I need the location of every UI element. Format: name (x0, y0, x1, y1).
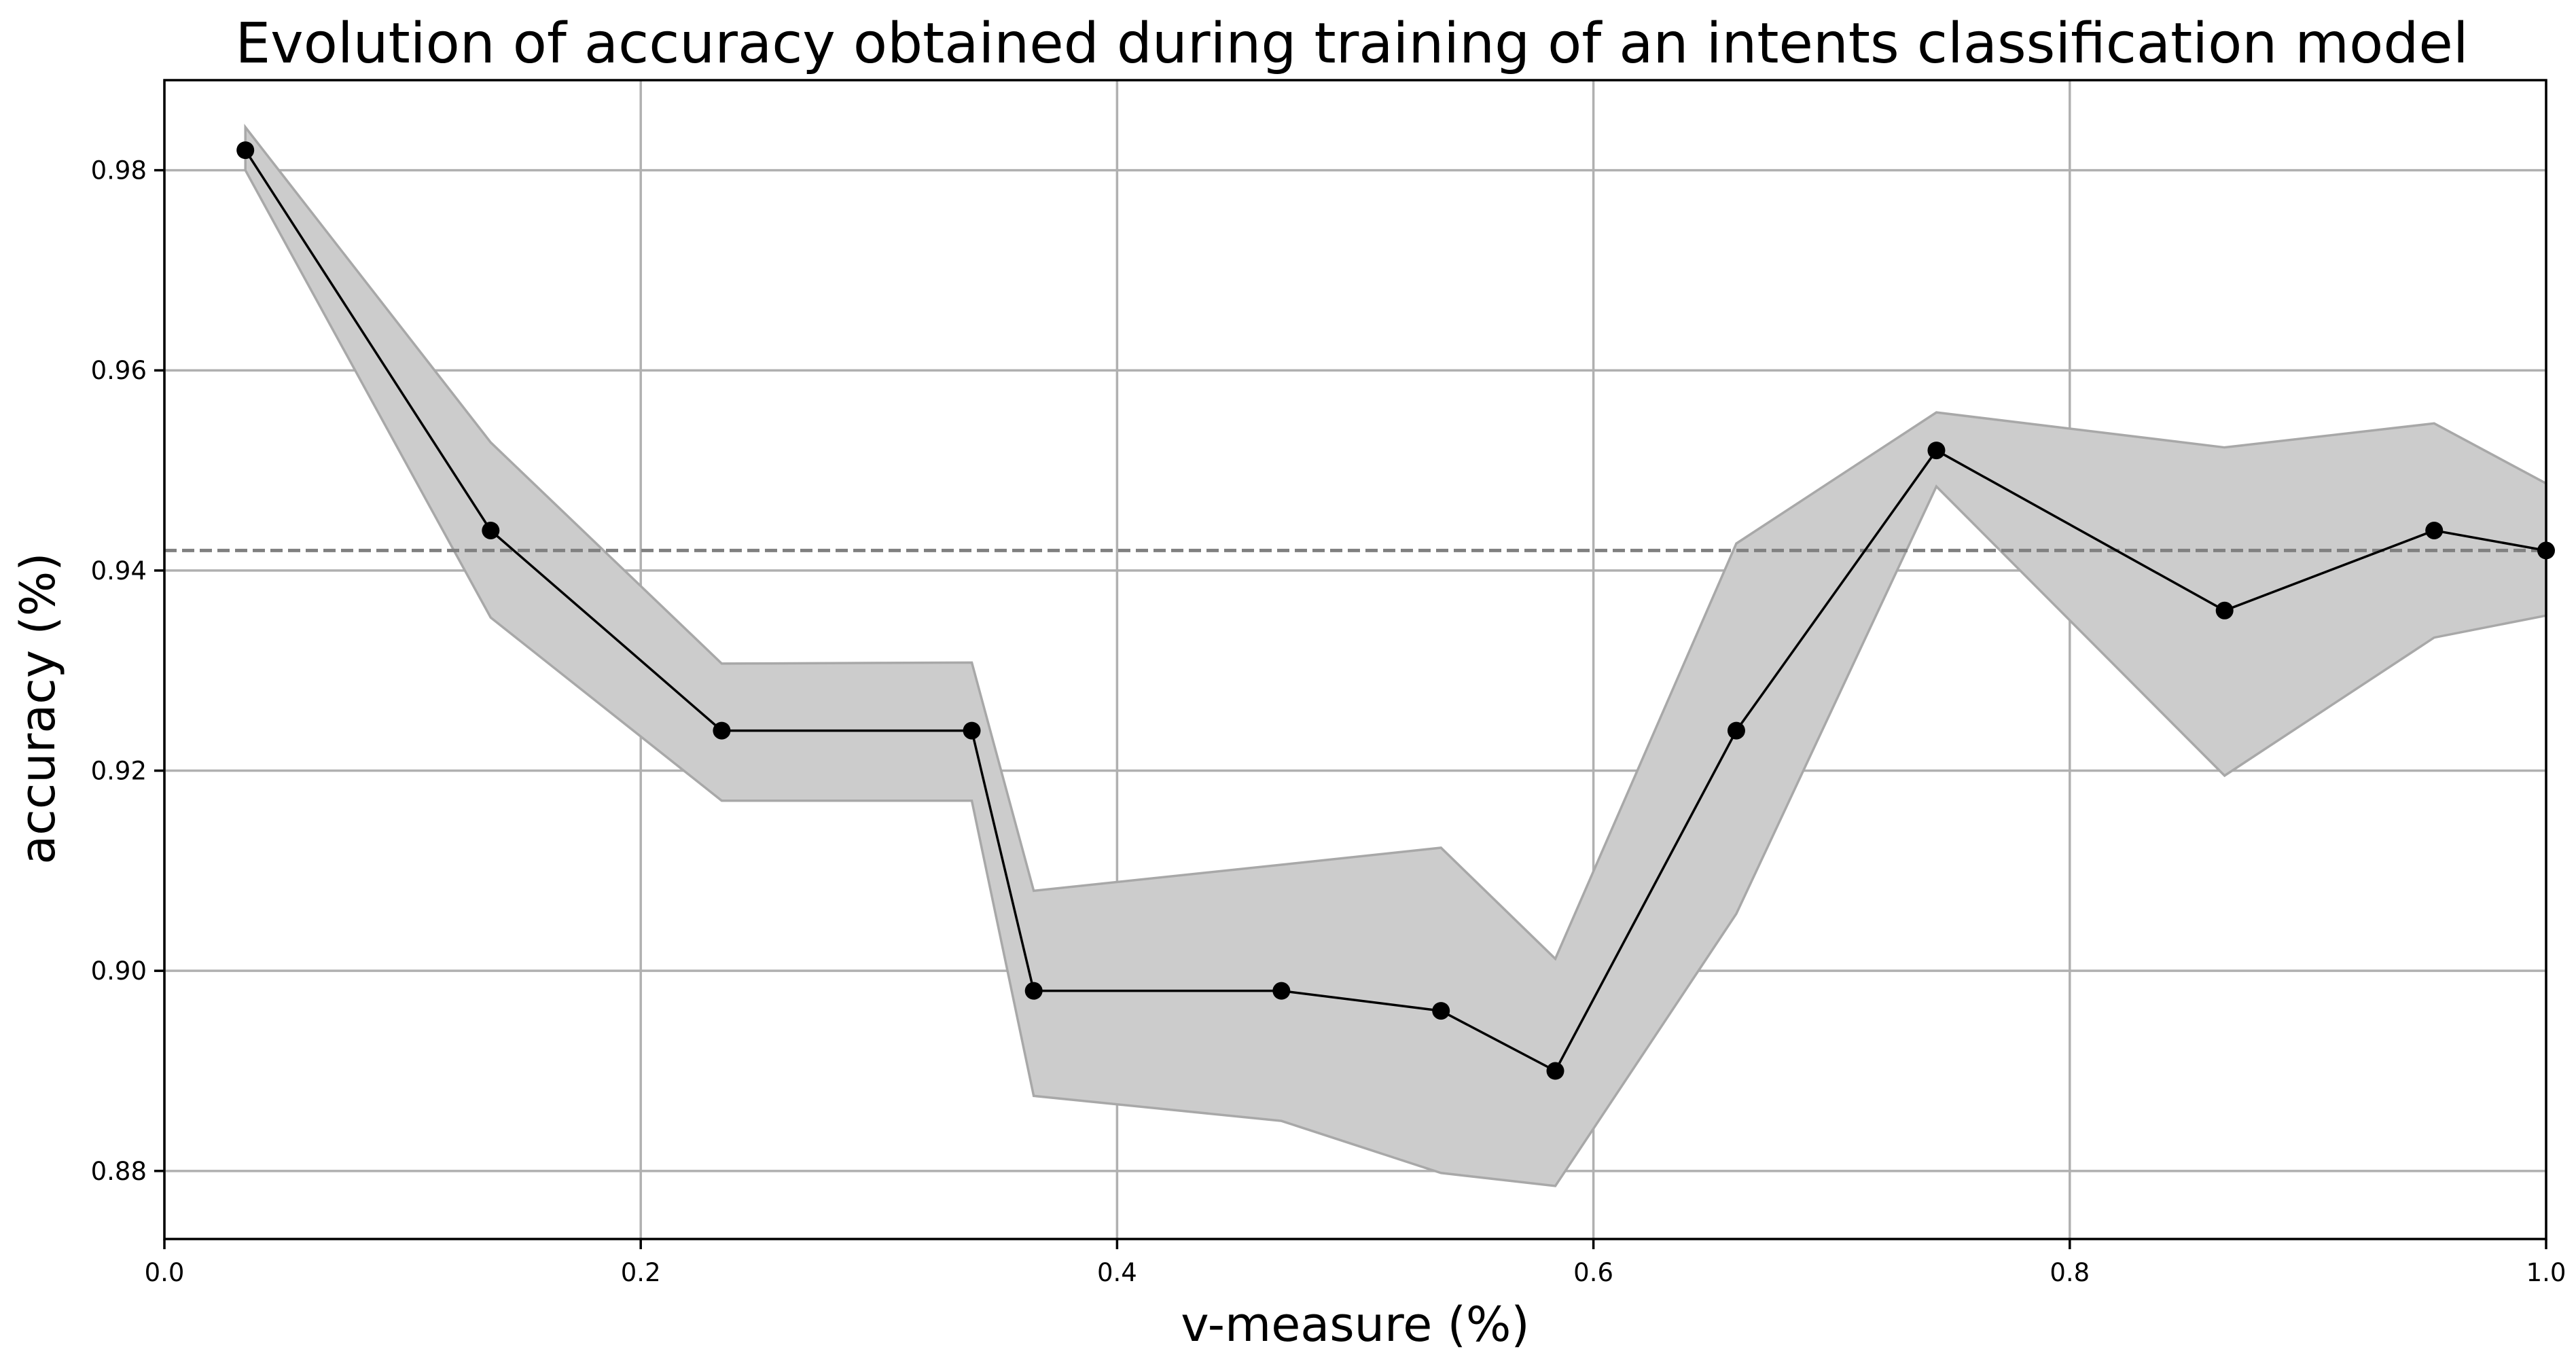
x-tick-label-4: 0.8 (2050, 1258, 2090, 1287)
y-tick-label-2: 0.92 (91, 757, 147, 786)
x-axis-ticks: 0.0 0.2 0.4 0.6 0.8 1.0 (145, 1239, 2566, 1287)
x-axis-label: v-measure (%) (1181, 1297, 1529, 1352)
y-tick-label-3: 0.94 (91, 556, 147, 586)
data-point-5 (1272, 982, 1291, 1000)
plot-frame (163, 79, 2547, 1240)
data-point-0 (236, 141, 255, 160)
x-tick-label-0: 0.0 (145, 1258, 185, 1287)
data-point-3 (963, 721, 981, 740)
x-tick-label-1: 0.2 (621, 1258, 661, 1287)
chart-title: Evolution of accuracy obtained during tr… (235, 12, 2468, 76)
y-axis-ticks: 0.88 0.90 0.92 0.94 0.96 0.98 (91, 156, 164, 1186)
y-tick-label-5: 0.98 (91, 156, 147, 185)
data-point-2 (713, 721, 731, 740)
data-point-7 (1546, 1062, 1564, 1080)
data-points (236, 141, 2555, 1080)
x-tick-label-2: 0.4 (1097, 1258, 1137, 1287)
y-axis-label: accuracy (%) (10, 552, 66, 864)
data-point-9 (1927, 442, 1946, 460)
data-point-6 (1432, 1002, 1450, 1020)
y-tick-label-1: 0.90 (91, 956, 147, 986)
y-tick-label-4: 0.96 (91, 356, 147, 385)
confidence-band (244, 124, 2547, 1187)
data-point-11 (2425, 521, 2444, 539)
y-tick-label-0: 0.88 (91, 1157, 147, 1186)
data-point-10 (2215, 601, 2234, 620)
data-point-1 (482, 521, 500, 539)
data-point-8 (1727, 721, 1745, 740)
x-tick-label-5: 1.0 (2526, 1258, 2566, 1287)
x-tick-label-3: 0.6 (1573, 1258, 1613, 1287)
data-point-4 (1024, 982, 1043, 1000)
